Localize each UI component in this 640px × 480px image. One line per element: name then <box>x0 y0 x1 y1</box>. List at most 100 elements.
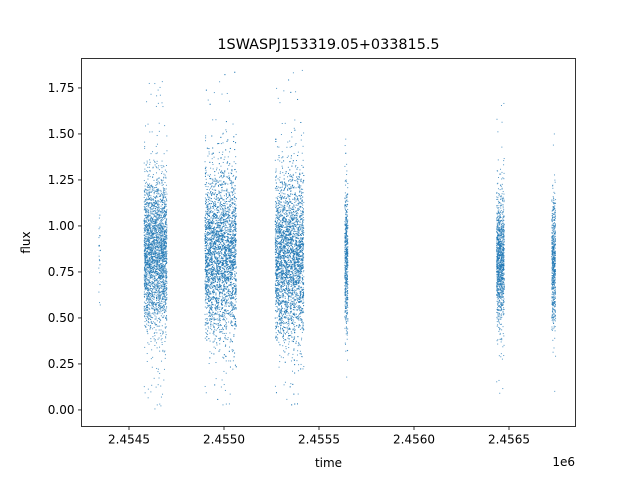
data-point <box>215 335 217 337</box>
data-point <box>150 259 152 261</box>
data-point <box>151 296 153 298</box>
data-point <box>146 292 148 294</box>
data-point <box>156 178 158 180</box>
data-point <box>164 327 166 329</box>
data-point <box>219 321 221 323</box>
data-point <box>209 271 211 273</box>
data-point <box>143 220 145 222</box>
data-point <box>224 224 226 226</box>
data-point <box>162 252 164 254</box>
data-point <box>161 81 163 83</box>
data-point <box>148 253 150 255</box>
data-point <box>227 313 229 315</box>
data-point <box>163 203 165 205</box>
data-point <box>215 262 217 264</box>
data-point <box>152 288 154 290</box>
data-point <box>156 239 158 241</box>
data-point <box>153 210 155 212</box>
data-point <box>152 263 154 265</box>
data-point <box>162 267 164 269</box>
data-point <box>150 276 152 278</box>
data-point <box>217 230 219 232</box>
data-point <box>154 291 156 293</box>
data-point <box>164 238 166 240</box>
data-point <box>164 282 166 284</box>
data-point <box>98 237 100 239</box>
data-point <box>153 338 155 340</box>
data-point <box>149 176 151 178</box>
data-point <box>147 388 149 390</box>
data-point <box>227 240 229 242</box>
data-point <box>165 277 167 279</box>
data-point <box>159 223 161 225</box>
data-point <box>228 223 230 225</box>
data-point <box>205 286 207 288</box>
data-point <box>157 189 159 191</box>
data-point <box>225 176 227 178</box>
data-point <box>215 234 217 236</box>
data-point <box>157 294 159 296</box>
data-point <box>207 270 209 272</box>
data-point <box>154 210 156 212</box>
data-point <box>165 262 167 264</box>
data-point <box>154 324 156 326</box>
data-point <box>234 200 236 202</box>
data-point <box>156 225 158 227</box>
data-point <box>146 297 148 299</box>
data-point <box>205 169 207 171</box>
data-point <box>165 211 167 213</box>
data-point <box>235 163 237 165</box>
data-point <box>152 303 154 305</box>
data-point <box>150 321 152 323</box>
data-point <box>148 311 150 313</box>
data-point <box>225 254 227 256</box>
data-point <box>235 252 237 254</box>
data-point <box>150 197 152 199</box>
data-point <box>148 184 150 186</box>
data-point <box>152 262 154 264</box>
data-point <box>205 227 207 229</box>
data-point <box>147 198 149 200</box>
data-point <box>231 181 233 183</box>
data-point <box>160 165 162 167</box>
data-point <box>165 196 167 198</box>
data-point <box>161 274 163 276</box>
data-point <box>162 330 164 332</box>
data-point <box>166 237 168 239</box>
data-point <box>143 190 145 192</box>
data-point <box>152 253 154 255</box>
data-point <box>161 256 163 258</box>
data-point <box>161 269 163 271</box>
data-point <box>158 277 160 279</box>
data-point <box>232 175 234 177</box>
data-point <box>156 300 158 302</box>
data-point <box>216 313 218 315</box>
data-point <box>148 258 150 260</box>
data-point <box>155 215 157 217</box>
data-point <box>145 228 147 230</box>
data-point <box>207 291 209 293</box>
data-point <box>157 230 159 232</box>
data-point <box>156 404 158 406</box>
data-point <box>209 261 211 263</box>
data-point <box>144 255 146 257</box>
data-point <box>152 221 154 223</box>
data-point <box>227 177 229 179</box>
data-point <box>145 203 147 205</box>
data-point <box>161 223 163 225</box>
data-point <box>207 244 209 246</box>
data-point <box>145 210 147 212</box>
data-point <box>162 246 164 248</box>
data-point <box>148 254 150 256</box>
data-point <box>153 215 155 217</box>
data-point <box>149 202 151 204</box>
data-point <box>143 315 145 317</box>
data-point <box>204 245 206 247</box>
data-point <box>154 239 156 241</box>
data-point <box>158 241 160 243</box>
data-point <box>232 194 234 196</box>
data-point <box>222 226 223 228</box>
data-point <box>152 291 154 293</box>
data-point <box>204 197 206 199</box>
data-point <box>161 200 163 202</box>
